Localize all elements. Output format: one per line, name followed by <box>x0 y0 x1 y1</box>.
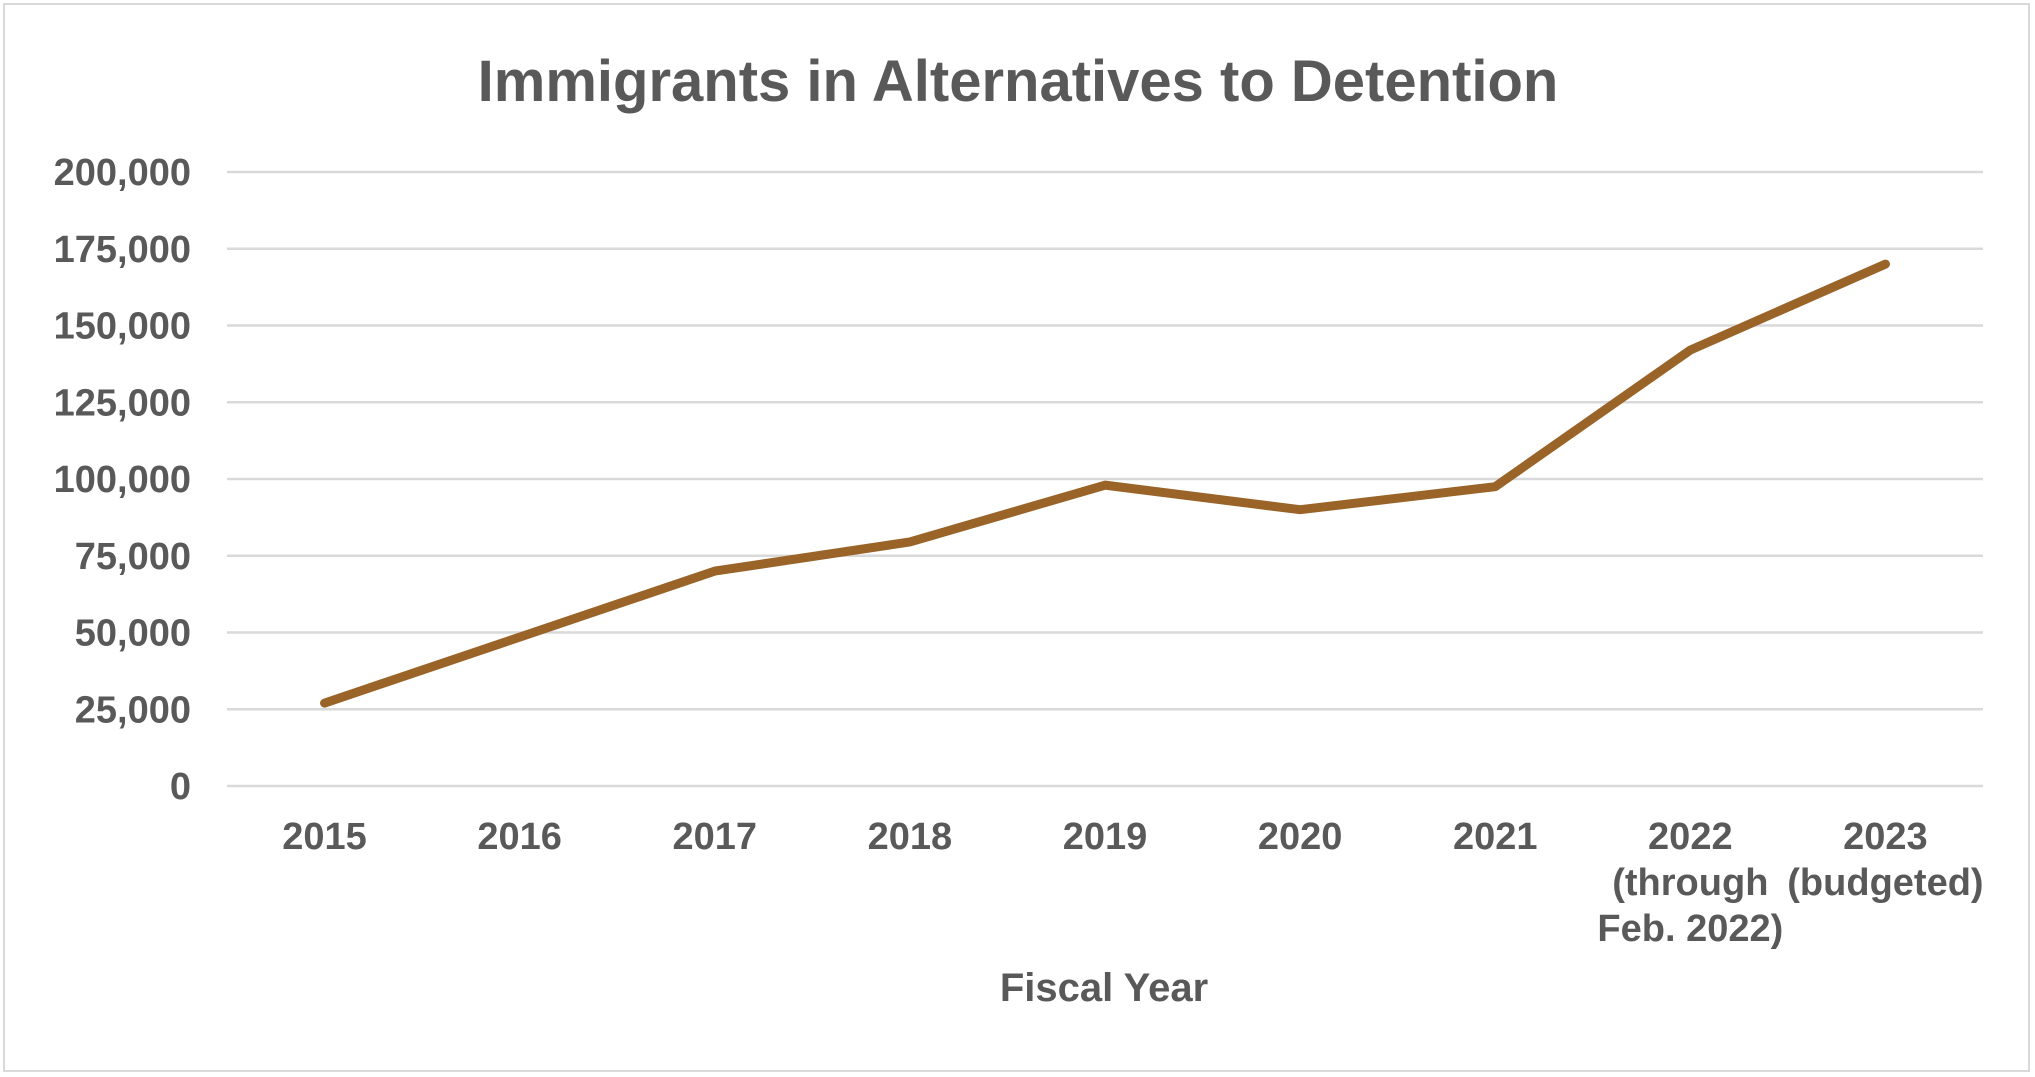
x-tick-label: 2019 <box>1063 816 1148 858</box>
y-tick-label: 100,000 <box>54 459 191 501</box>
x-tick-label: 2018 <box>868 816 953 858</box>
y-tick-label: 125,000 <box>54 382 191 424</box>
series-line <box>320 259 1890 708</box>
chart-frame: Immigrants in Alternatives to Detention … <box>3 3 2030 1072</box>
y-tick-label: 0 <box>170 766 191 808</box>
y-tick-label: 50,000 <box>75 613 191 655</box>
y-axis-tick-labels: 0 25,000 50,000 75,000 100,000 125,000 150,000… <box>54 152 191 808</box>
x-tick-label: 2017 <box>673 816 758 858</box>
line-chart: Immigrants in Alternatives to Detention … <box>54 49 1984 1010</box>
y-tick-label: 150,000 <box>54 306 191 348</box>
x-tick-label: 2016 <box>477 816 562 858</box>
x-tick-label: 2020 <box>1258 816 1343 858</box>
x-tick-label: 2015 <box>282 816 367 858</box>
chart-title: Immigrants in Alternatives to Detention <box>478 49 1559 114</box>
x-tick-label: 2022 (through Feb. 2022) <box>1597 816 1783 950</box>
y-tick-label: 200,000 <box>54 152 191 194</box>
x-tick-label: 2021 <box>1453 816 1538 858</box>
x-axis-tick-labels: 2015 2016 2017 2018 2019 2020 2021 2022 (through… <box>282 816 1983 950</box>
gridlines <box>227 170 1983 788</box>
y-tick-label: 175,000 <box>54 229 191 271</box>
series-group <box>320 259 1890 708</box>
y-tick-label: 75,000 <box>75 536 191 578</box>
x-tick-label: 2023 (budgeted) <box>1787 816 1983 904</box>
x-axis-title: Fiscal Year <box>1000 966 1208 1010</box>
y-tick-label: 25,000 <box>75 689 191 731</box>
